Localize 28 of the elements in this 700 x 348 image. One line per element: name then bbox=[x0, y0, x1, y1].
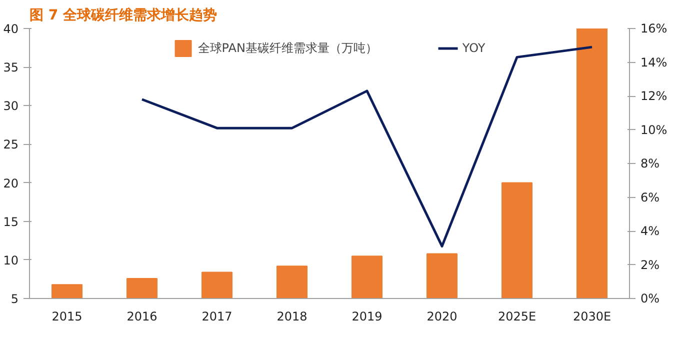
x-tick-label: 2020 bbox=[426, 310, 458, 324]
x-tick-label: 2016 bbox=[126, 310, 158, 324]
x-tick-label: 2030E bbox=[572, 310, 612, 324]
y2-tick-label: 6% bbox=[640, 190, 660, 204]
y2-tick-label: 2% bbox=[640, 258, 660, 272]
y-tick-label: 35 bbox=[3, 60, 19, 75]
y-tick-label: 40 bbox=[3, 22, 19, 36]
legend-label: 全球PAN基碳纤维需求量（万吨） bbox=[198, 40, 378, 56]
y2-tick-label: 16% bbox=[640, 22, 668, 36]
x-tick-label: 2017 bbox=[202, 310, 232, 324]
x-tick-label: 2019 bbox=[352, 310, 382, 324]
y-tick-label: 30 bbox=[3, 99, 19, 114]
y2-tick-label: 10% bbox=[640, 122, 668, 137]
chart-title: 图 7 全球碳纤维需求增长趋势 bbox=[30, 6, 217, 24]
y-tick-label: 20 bbox=[3, 176, 19, 190]
y-tick-label: 10 bbox=[3, 253, 19, 268]
x-tick-label: 2025E bbox=[498, 310, 536, 324]
y2-tick-label: 0% bbox=[640, 292, 660, 306]
y-tick-label: 25 bbox=[3, 138, 19, 152]
y2-tick-label: 12% bbox=[640, 89, 668, 103]
y2-tick-label: 8% bbox=[640, 156, 660, 170]
legend-label: YOY bbox=[462, 41, 486, 55]
x-tick-label: 2015 bbox=[52, 310, 82, 324]
y2-tick-label: 4% bbox=[640, 224, 660, 238]
y-tick-label: 15 bbox=[3, 214, 19, 229]
x-tick-label: 2018 bbox=[276, 310, 308, 324]
y2-tick-label: 14% bbox=[640, 55, 668, 70]
y-tick-label: 5 bbox=[10, 292, 19, 306]
